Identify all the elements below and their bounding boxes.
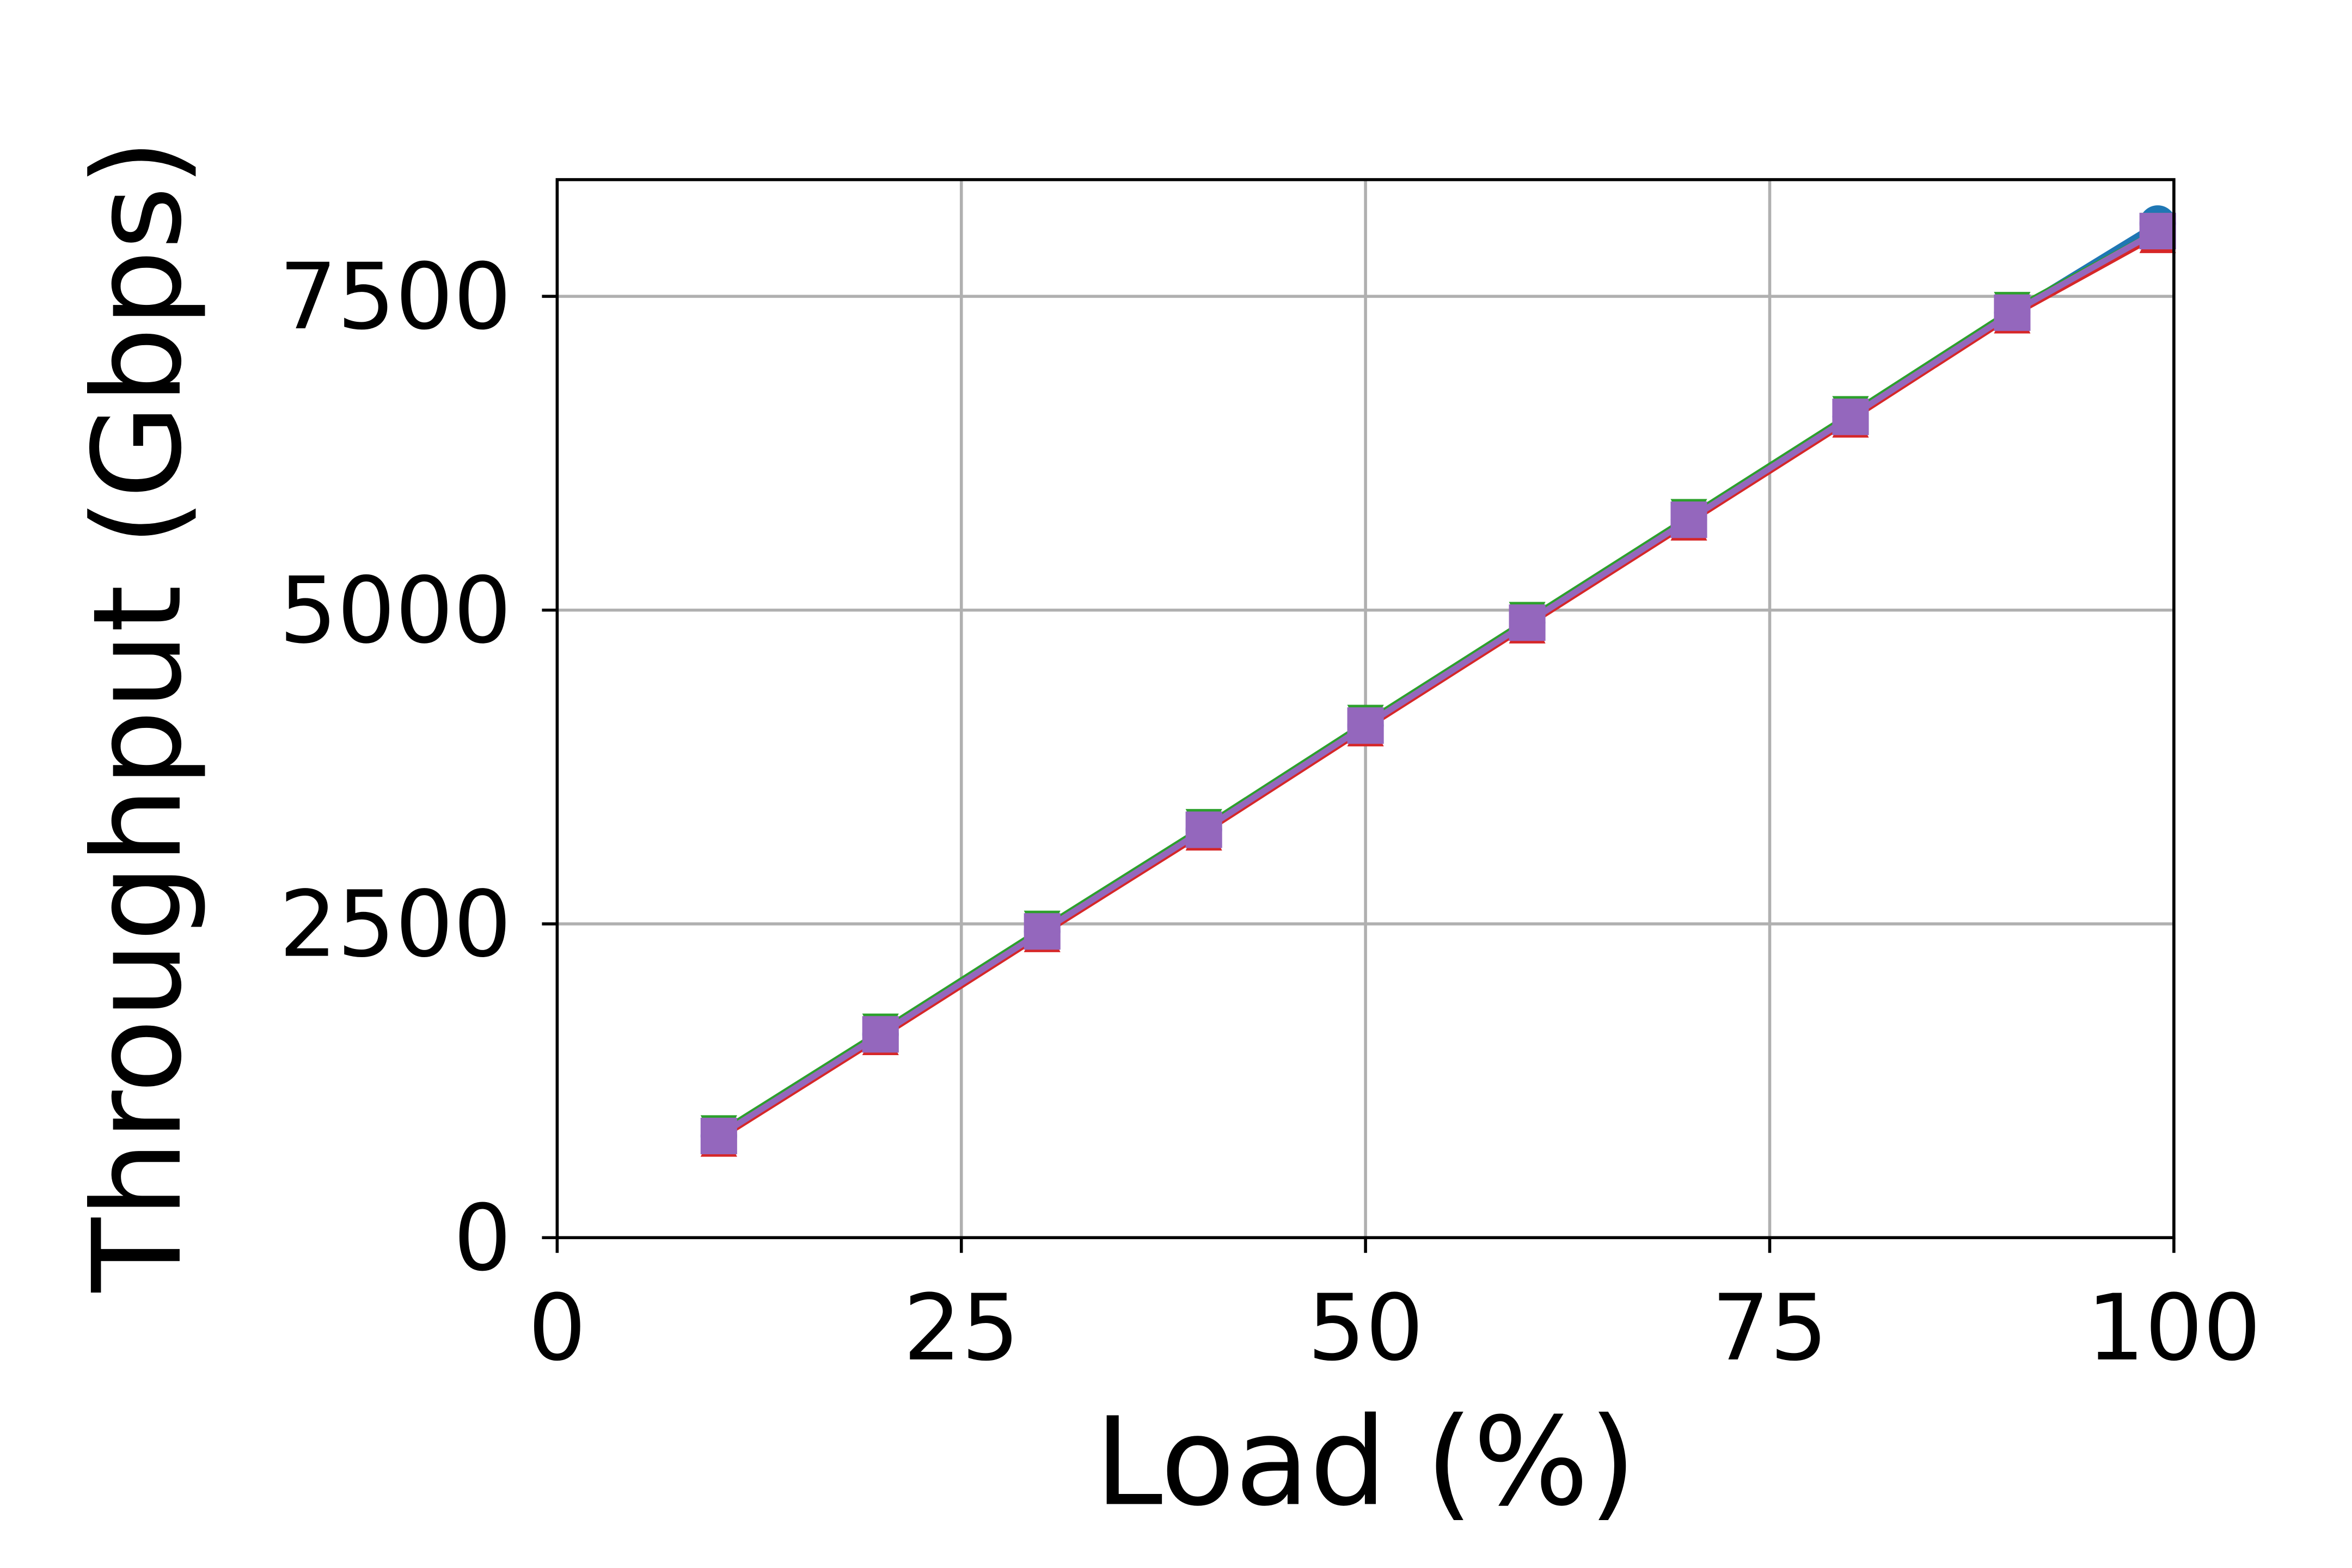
marker <box>700 1117 737 1155</box>
x-tick-label: 0 <box>528 1275 586 1381</box>
marker <box>1670 501 1707 538</box>
marker <box>1509 604 1546 641</box>
marker <box>1185 811 1222 848</box>
y-tick-label: 5000 <box>279 557 512 664</box>
marker <box>2139 212 2176 250</box>
y-axis-label: Throughput (Gbps) <box>66 139 209 1293</box>
x-tick-label: 50 <box>1307 1275 1423 1381</box>
x-tick-label: 100 <box>2087 1275 2261 1381</box>
y-tick-label: 0 <box>454 1185 512 1291</box>
marker <box>1832 399 1869 436</box>
x-tick-label: 75 <box>1712 1275 1828 1381</box>
x-axis-label: Load (%) <box>1095 1391 1637 1533</box>
marker <box>1994 294 2031 331</box>
marker <box>1024 913 1061 950</box>
plot-area <box>700 205 2176 1157</box>
y-tick-label: 2500 <box>279 871 512 978</box>
y-tick-label: 7500 <box>279 243 512 350</box>
marker <box>1347 707 1384 744</box>
series-line <box>717 228 2159 1139</box>
marker <box>862 1016 899 1053</box>
x-tick-label: 25 <box>903 1275 1019 1381</box>
